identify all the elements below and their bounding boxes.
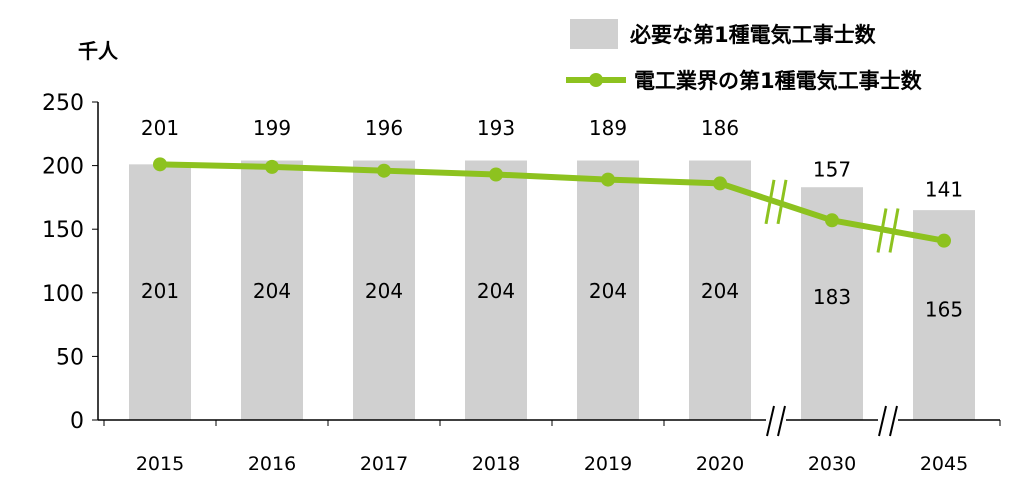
line-point — [937, 233, 951, 248]
bar-value-label: 201 — [141, 279, 179, 303]
y-tick-label: 150 — [42, 218, 84, 243]
bar-value-label: 204 — [477, 279, 515, 303]
x-tick-label: 2019 — [584, 453, 632, 475]
line-break-mark — [764, 179, 776, 225]
x-tick-label: 2020 — [696, 453, 744, 475]
y-tick-label: 250 — [42, 91, 84, 116]
line-value-label: 141 — [925, 178, 963, 202]
line-value-label: 201 — [141, 116, 179, 140]
axis-break-mark — [777, 405, 786, 437]
line-break-mark — [776, 179, 788, 225]
x-tick-label: 2018 — [472, 453, 520, 475]
line-value-label: 196 — [365, 116, 403, 140]
line-point — [153, 157, 167, 172]
line-value-label: 199 — [253, 116, 291, 140]
bar-series: 201 204 204 204 204 204 183 165 — [129, 160, 975, 420]
axis-break-mark — [889, 405, 898, 437]
line-value-label: 157 — [813, 157, 851, 181]
y-tick-label: 100 — [42, 282, 84, 307]
line-value-label: 193 — [477, 116, 515, 140]
bar — [577, 160, 639, 420]
axis-break-mark — [766, 405, 775, 437]
bar — [689, 160, 751, 420]
y-axis-unit-label: 千人 — [78, 39, 119, 63]
x-tick-label: 2017 — [360, 453, 408, 475]
legend-label-line: 電工業界の第1種電気工事士数 — [634, 69, 923, 93]
x-tick-label: 2045 — [920, 453, 968, 475]
bar-value-label: 165 — [925, 298, 963, 322]
line-series: 201 199 196 193 189 186 157 141 — [141, 116, 963, 248]
line-value-label: 186 — [701, 116, 739, 140]
legend-label-bar: 必要な第1種電気工事士数 — [630, 23, 877, 47]
line-point — [265, 159, 279, 174]
legend-swatch-bar — [570, 19, 618, 49]
line-point — [825, 213, 839, 228]
bar-value-label: 204 — [589, 279, 627, 303]
axes — [97, 102, 1001, 426]
legend-swatch-marker — [589, 73, 603, 87]
bar-value-label: 204 — [701, 279, 739, 303]
x-tick-label: 2015 — [136, 453, 184, 475]
y-tick-label: 50 — [56, 345, 84, 370]
line-value-label: 189 — [589, 116, 627, 140]
line-point — [601, 172, 615, 187]
bar — [353, 160, 415, 420]
line-break-mark — [876, 208, 888, 253]
x-axis-ticks: 2015 2016 2017 2018 2019 2020 2030 2045 — [136, 453, 968, 475]
x-tick-label: 2016 — [248, 453, 296, 475]
bar-value-label: 204 — [253, 279, 291, 303]
axis-break-mark — [878, 405, 887, 437]
y-tick-label: 0 — [70, 409, 84, 434]
axis-break-gap — [878, 406, 898, 436]
bar — [241, 160, 303, 420]
line-point — [489, 167, 503, 182]
axis-break-marks — [764, 179, 900, 437]
line-point — [377, 163, 391, 178]
bar-value-label: 183 — [813, 285, 851, 309]
bar — [129, 164, 191, 420]
bar — [465, 160, 527, 420]
y-tick-label: 200 — [42, 155, 84, 180]
line-point — [713, 176, 727, 191]
bar-value-label: 204 — [365, 279, 403, 303]
x-tick-label: 2030 — [808, 453, 856, 475]
series-line — [159, 161, 945, 244]
y-axis-ticks: 0 50 100 150 200 250 — [42, 91, 98, 434]
line-break-mark — [888, 208, 900, 253]
axis-break-gap — [766, 406, 786, 436]
